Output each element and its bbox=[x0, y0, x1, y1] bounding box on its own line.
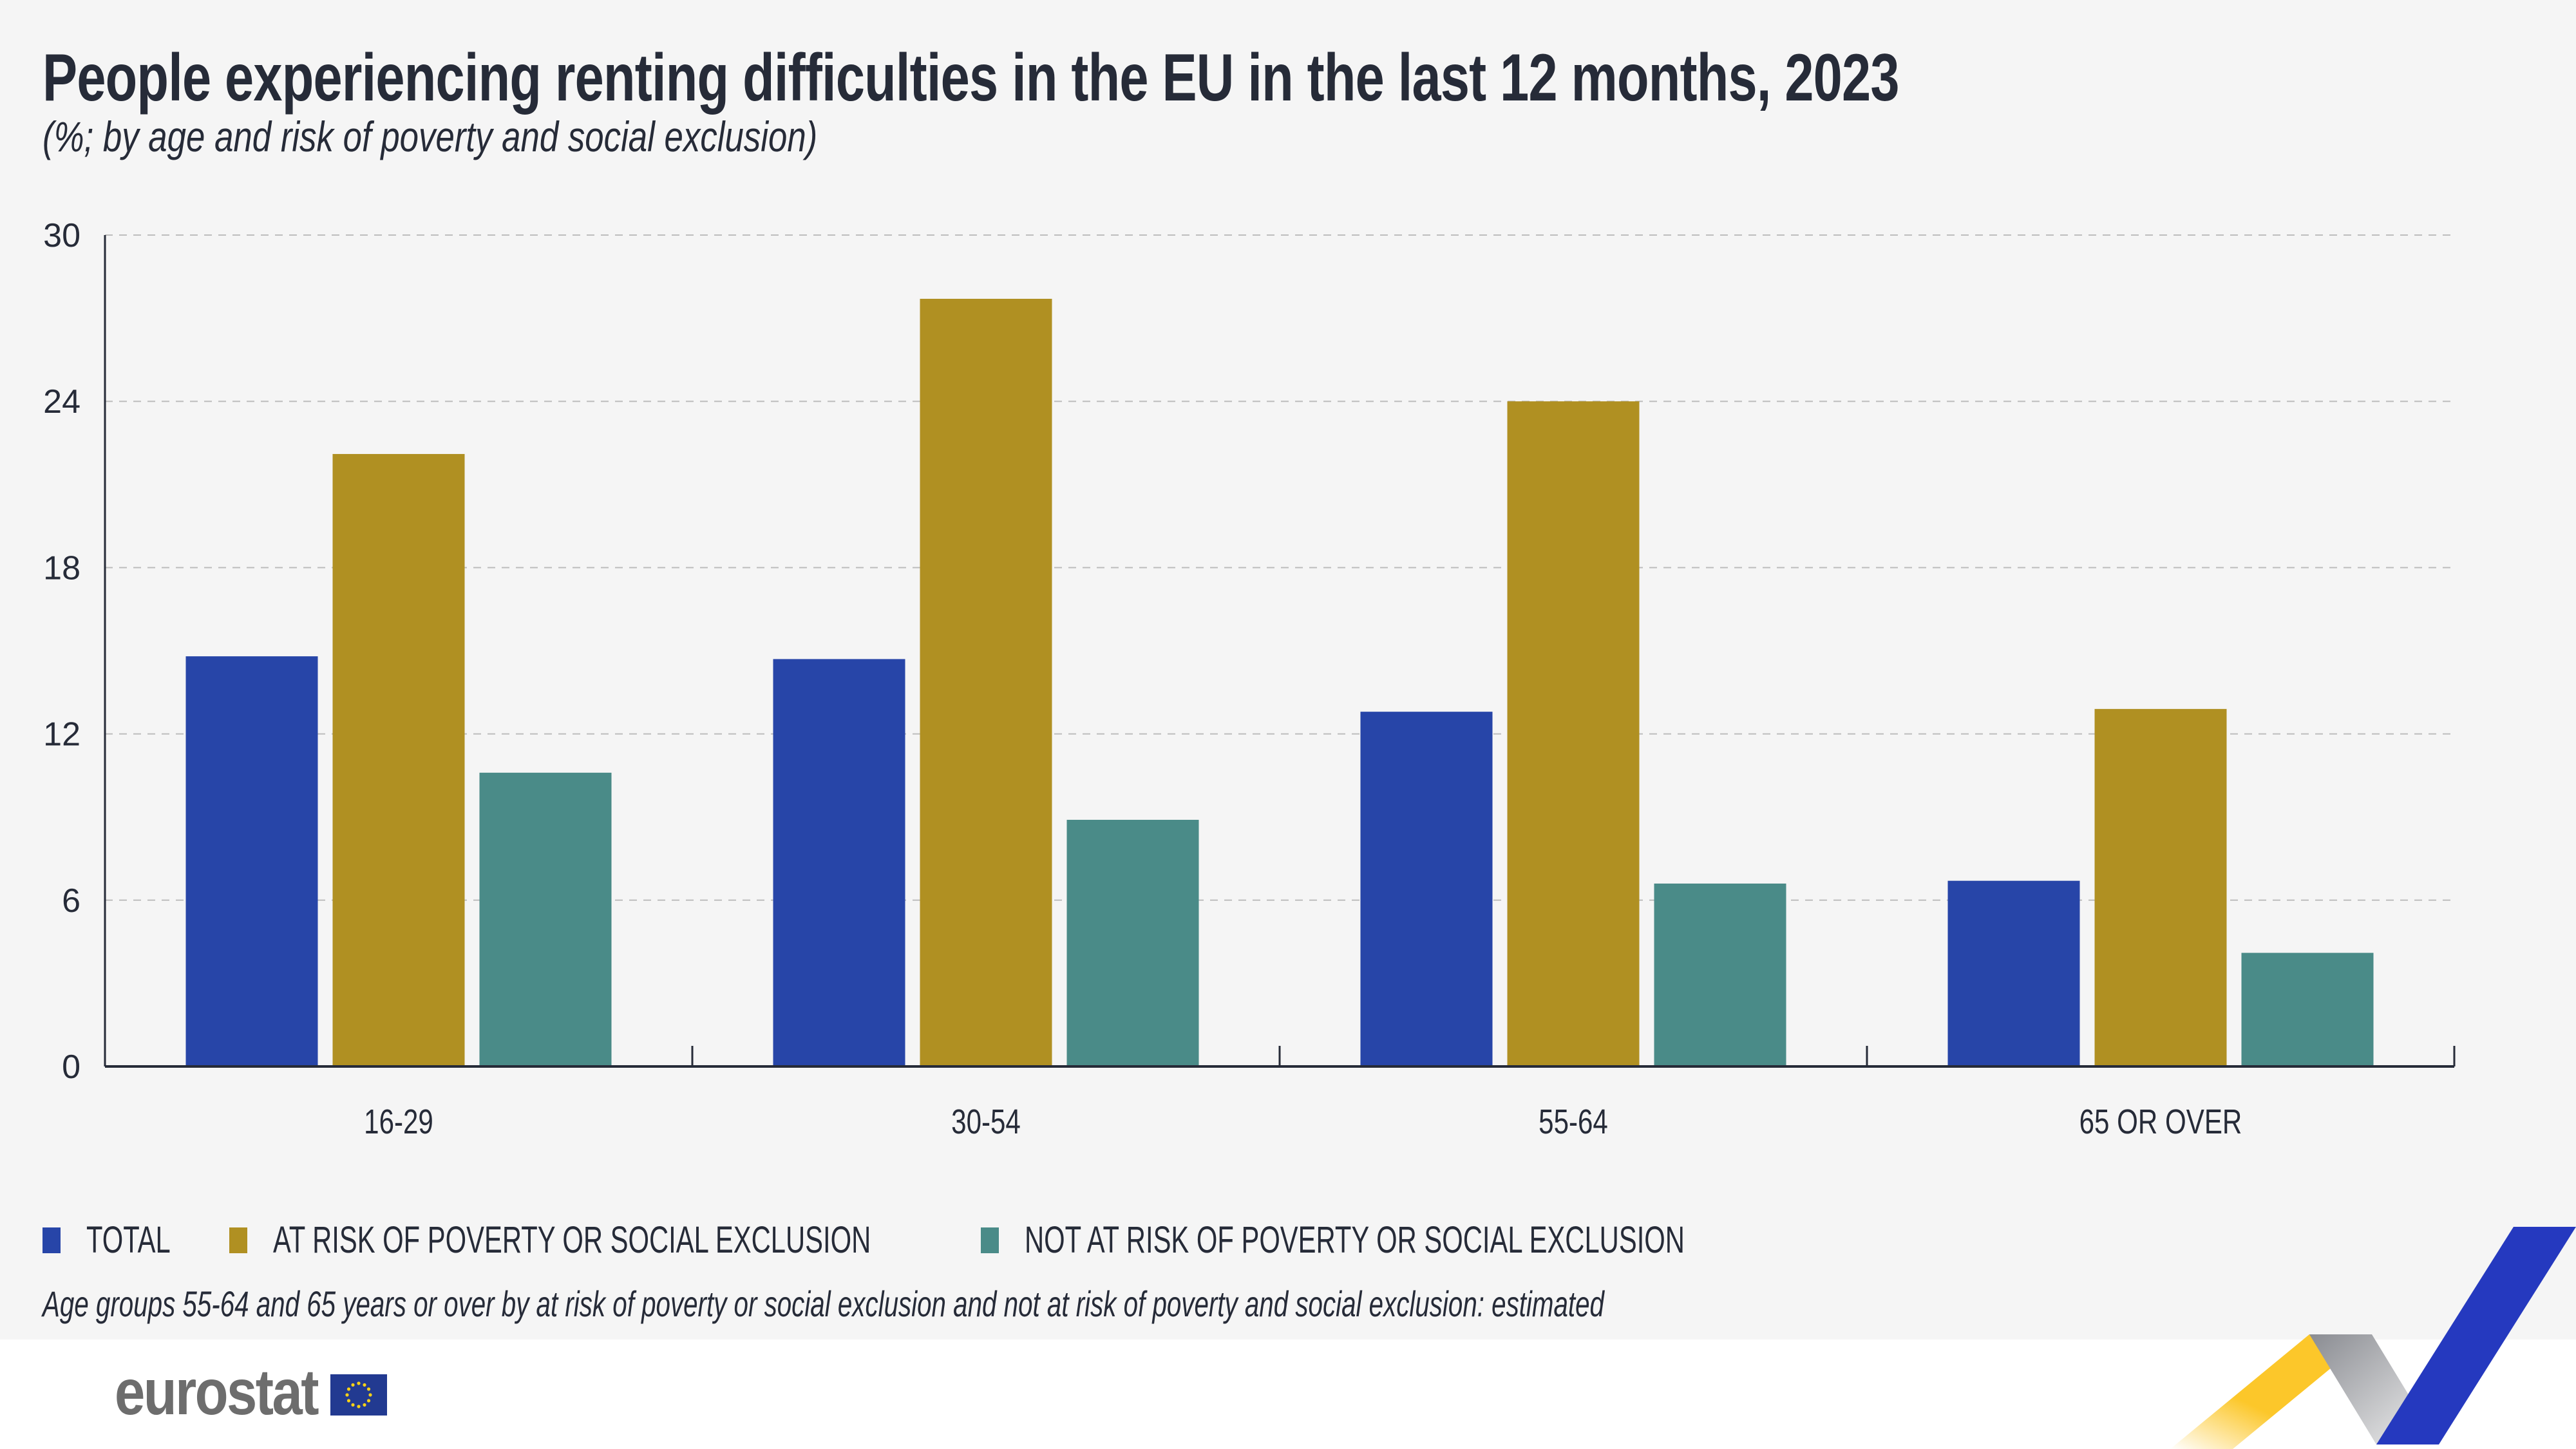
y-tick-label: 6 bbox=[62, 882, 80, 920]
eu-flag-icon bbox=[330, 1374, 387, 1416]
bar-at-risk-of-poverty-or-social-exclusion-30-54 bbox=[920, 298, 1052, 1066]
bar-total-16-29 bbox=[185, 656, 318, 1066]
chart-subtitle: (%; by age and risk of poverty and socia… bbox=[43, 113, 818, 160]
x-tick-label: 16-29 bbox=[364, 1103, 433, 1141]
bar-at-risk-of-poverty-or-social-exclusion-65-or-over bbox=[2094, 708, 2227, 1066]
tick-labels: 0 6 12 18 24 30 16-29 30-54 55-64 65 OR OVER bbox=[43, 217, 2242, 1141]
eurostat-logo: eurostat bbox=[115, 1356, 387, 1428]
legend-swatch-at-risk bbox=[229, 1227, 247, 1253]
legend-item-at-risk: AT RISK OF POVERTY OR SOCIAL EXCLUSION bbox=[229, 1218, 942, 1262]
x-tick-label: 55-64 bbox=[1539, 1103, 1608, 1141]
bar-not-at-risk-of-poverty-or-social-exclusion-30-54 bbox=[1066, 820, 1199, 1066]
legend-swatch-total bbox=[43, 1227, 61, 1253]
axes bbox=[104, 235, 2456, 1068]
bar-not-at-risk-of-poverty-or-social-exclusion-55-64 bbox=[1654, 883, 1786, 1066]
legend: TOTAL AT RISK OF POVERTY OR SOCIAL EXCLU… bbox=[43, 1218, 1812, 1262]
x-tick-label: 65 OR OVER bbox=[2079, 1103, 2242, 1141]
bars bbox=[185, 298, 2374, 1067]
bar-at-risk-of-poverty-or-social-exclusion-55-64 bbox=[1507, 401, 1640, 1067]
legend-item-not-at-risk: NOT AT RISK OF POVERTY OR SOCIAL EXCLUSI… bbox=[980, 1218, 1774, 1262]
y-tick-label: 0 bbox=[62, 1048, 80, 1086]
legend-item-total: TOTAL bbox=[43, 1218, 191, 1262]
bar-total-30-54 bbox=[773, 659, 905, 1066]
bar-total-55-64 bbox=[1360, 712, 1493, 1066]
y-tick-label: 30 bbox=[43, 217, 80, 254]
eurostat-ribbon-graphic bbox=[2170, 1227, 2576, 1449]
y-tick-label: 24 bbox=[43, 383, 80, 421]
legend-label-not-at-risk: NOT AT RISK OF POVERTY OR SOCIAL EXCLUSI… bbox=[1024, 1219, 1685, 1261]
y-tick-label: 12 bbox=[43, 716, 80, 753]
bar-chart: 0 6 12 18 24 30 16-29 30-54 55-64 65 OR OVER bbox=[43, 217, 2456, 1141]
bar-not-at-risk-of-poverty-or-social-exclusion-65-or-over bbox=[2241, 952, 2374, 1066]
bar-total-65-or-over bbox=[1947, 880, 2080, 1066]
legend-label-total: TOTAL bbox=[86, 1219, 171, 1261]
bar-at-risk-of-poverty-or-social-exclusion-16-29 bbox=[332, 453, 465, 1066]
legend-label-at-risk: AT RISK OF POVERTY OR SOCIAL EXCLUSION bbox=[272, 1219, 871, 1261]
eurostat-wordmark: eurostat bbox=[115, 1356, 319, 1428]
y-tick-label: 18 bbox=[43, 549, 80, 587]
bar-not-at-risk-of-poverty-or-social-exclusion-16-29 bbox=[479, 772, 612, 1066]
chart-title: People experiencing renting difficulties… bbox=[43, 41, 1899, 115]
legend-swatch-not-at-risk bbox=[980, 1227, 999, 1253]
footnote: Age groups 55-64 and 65 years or over by… bbox=[43, 1283, 1604, 1324]
x-tick-label: 30-54 bbox=[951, 1103, 1021, 1141]
